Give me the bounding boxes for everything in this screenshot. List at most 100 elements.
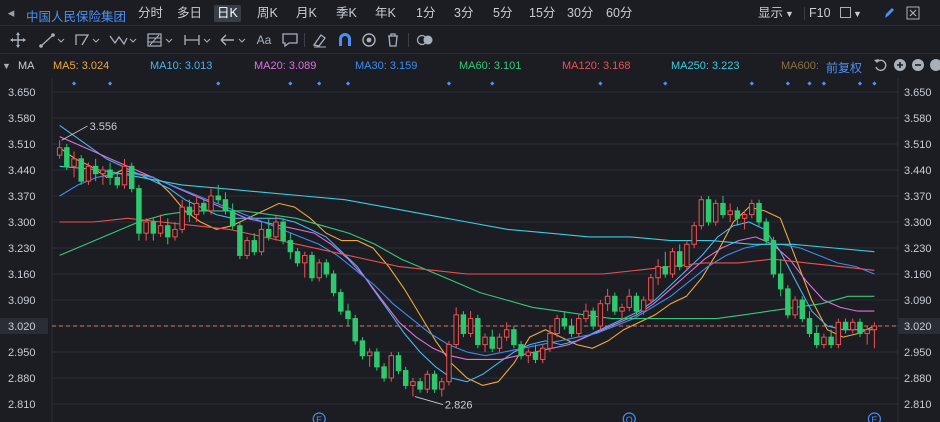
comment-icon[interactable]	[280, 30, 300, 50]
y-tick-label: 2.880	[904, 373, 932, 385]
candle-body	[215, 195, 221, 201]
candle-body	[467, 318, 474, 334]
candle-body	[150, 221, 157, 234]
candle-body	[604, 295, 611, 305]
candle-body	[265, 228, 272, 238]
event-dot	[71, 81, 77, 86]
period-tab-3min[interactable]: 3分	[454, 6, 474, 20]
period-tab-60min[interactable]: 60分	[606, 6, 633, 20]
measure-icon[interactable]	[182, 30, 212, 50]
stock-name[interactable]: 中国人民保险集团	[26, 10, 127, 24]
legend-ma60: MA60: 3.101	[459, 60, 522, 72]
magnet-icon[interactable]	[335, 30, 355, 50]
checkbox-menu[interactable]: ▼	[840, 5, 862, 22]
period-tab-30min[interactable]: 30分	[567, 6, 594, 20]
wave-icon[interactable]	[108, 30, 138, 50]
candle-body	[727, 210, 733, 216]
fibonacci-icon[interactable]	[145, 30, 175, 50]
period-tab-monthly[interactable]: 月K	[296, 6, 317, 20]
candle-body	[302, 254, 308, 264]
period-tab-intraday[interactable]: 分时	[138, 6, 164, 20]
candle-body	[114, 176, 121, 186]
event-dot	[288, 81, 293, 86]
candle-body	[64, 147, 70, 167]
candle-body	[518, 344, 524, 357]
period-tab-1min[interactable]: 1分	[416, 6, 436, 20]
collapse-icon[interactable]: ▼	[2, 61, 11, 71]
candle-body	[431, 373, 438, 390]
candle-body	[525, 351, 532, 357]
period-tab-daily[interactable]: 日K	[214, 5, 241, 22]
period-tab-multiday[interactable]: 多日	[177, 6, 203, 20]
zoom-in-icon[interactable]	[893, 58, 907, 75]
candle-body	[496, 336, 503, 349]
event-dot	[446, 81, 452, 86]
display-menu[interactable]: 显示 ▼	[758, 5, 794, 22]
candle-body	[251, 240, 258, 253]
f10-button[interactable]: F10	[809, 6, 831, 20]
period-tab-yearly[interactable]: 年K	[375, 6, 396, 20]
event-dot	[107, 81, 113, 86]
period-tab-quarterly[interactable]: 季K	[336, 6, 357, 20]
kline-chart[interactable]: 3.650 3.580 3.510 3.440 3.370 3.300 3.230 3.160…	[0, 78, 940, 422]
candle-body	[71, 158, 77, 167]
ma-legend: ▼ MA MA5: 3.024 MA10: 3.013 MA20: 3.089 …	[0, 56, 940, 76]
candle-body	[792, 299, 798, 316]
y-tick-label: 3.650	[904, 87, 932, 99]
crosshair-move-icon[interactable]	[8, 30, 28, 50]
event-marker-label: E	[871, 415, 877, 422]
period-tab-weekly[interactable]: 周K	[257, 6, 278, 20]
eraser-icon[interactable]	[310, 30, 330, 50]
settings-icon[interactable]	[929, 58, 940, 75]
line-draw-icon[interactable]	[38, 30, 66, 50]
adjust-label[interactable]: 前复权	[826, 61, 863, 75]
zoom-out-icon[interactable]	[911, 58, 925, 75]
candle-body	[143, 221, 149, 234]
back-icon[interactable]: ◂	[7, 5, 15, 20]
y-tick-label: 3.230	[904, 243, 932, 255]
legend-ma120: MA120: 3.168	[562, 60, 631, 72]
polyline-icon[interactable]	[73, 30, 101, 50]
candle-body	[92, 165, 99, 175]
close-box-icon[interactable]	[906, 5, 920, 22]
candle-body	[871, 325, 878, 331]
period-tab-5min[interactable]: 5分	[493, 6, 513, 20]
candle-body	[439, 381, 445, 390]
candle-body	[338, 292, 344, 312]
y-tick-label: 2.810	[8, 399, 36, 411]
annotations: 3.556 2.826	[61, 121, 472, 412]
trash-icon[interactable]	[383, 30, 403, 50]
candle-body	[165, 225, 171, 238]
candle-body	[503, 329, 510, 338]
candle-body	[482, 336, 488, 346]
text-tool-icon[interactable]: Aa	[256, 33, 272, 47]
candle-body	[280, 221, 286, 242]
candle-body	[460, 314, 467, 334]
candle-body	[770, 240, 777, 275]
candle-body	[157, 225, 164, 234]
candle-body	[78, 158, 84, 182]
candle-body	[85, 165, 92, 182]
candle-body	[547, 332, 553, 349]
indicator-name[interactable]: MA	[18, 60, 35, 72]
toggle-icon[interactable]	[414, 30, 436, 50]
candle-body	[698, 199, 705, 227]
undo-icon[interactable]	[873, 58, 887, 75]
event-marker-circle	[622, 412, 636, 422]
current-price-tag-bg	[0, 318, 48, 334]
y-tick-label: 3.090	[8, 295, 36, 307]
candle-body	[561, 318, 568, 327]
y-tick-label: 3.160	[8, 269, 36, 281]
arrow-left-icon[interactable]	[218, 30, 248, 50]
candle-body	[669, 251, 676, 275]
candle-body	[640, 299, 647, 312]
candle-body	[713, 202, 719, 223]
y-tick-label: 3.580	[8, 113, 36, 125]
eye-icon[interactable]	[359, 30, 379, 50]
event-dot	[345, 81, 351, 86]
candle-body	[121, 165, 128, 186]
draw-pen-icon[interactable]	[882, 5, 896, 22]
period-tab-15min[interactable]: 15分	[529, 6, 556, 20]
candle-body	[128, 165, 135, 190]
